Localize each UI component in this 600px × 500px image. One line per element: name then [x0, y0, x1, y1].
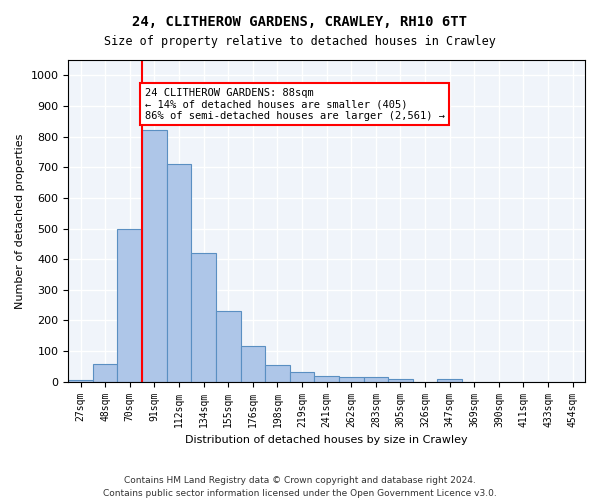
Bar	[68, 380, 93, 382]
Text: Size of property relative to detached houses in Crawley: Size of property relative to detached ho…	[104, 35, 496, 48]
Bar	[364, 378, 388, 382]
Bar	[265, 365, 290, 382]
Bar	[339, 378, 364, 382]
Bar	[388, 379, 413, 382]
Bar	[216, 311, 241, 382]
Text: 24, CLITHEROW GARDENS, CRAWLEY, RH10 6TT: 24, CLITHEROW GARDENS, CRAWLEY, RH10 6TT	[133, 15, 467, 29]
Bar	[167, 164, 191, 382]
Bar	[93, 364, 118, 382]
X-axis label: Distribution of detached houses by size in Crawley: Distribution of detached houses by size …	[185, 435, 468, 445]
Y-axis label: Number of detached properties: Number of detached properties	[15, 133, 25, 308]
Text: 24 CLITHEROW GARDENS: 88sqm
← 14% of detached houses are smaller (405)
86% of se: 24 CLITHEROW GARDENS: 88sqm ← 14% of det…	[145, 88, 445, 121]
Text: Contains HM Land Registry data © Crown copyright and database right 2024.: Contains HM Land Registry data © Crown c…	[124, 476, 476, 485]
Bar	[314, 376, 339, 382]
Bar	[437, 378, 462, 382]
Text: Contains public sector information licensed under the Open Government Licence v3: Contains public sector information licen…	[103, 488, 497, 498]
Bar	[191, 253, 216, 382]
Bar	[241, 346, 265, 382]
Bar	[290, 372, 314, 382]
Bar	[118, 228, 142, 382]
Bar	[142, 130, 167, 382]
